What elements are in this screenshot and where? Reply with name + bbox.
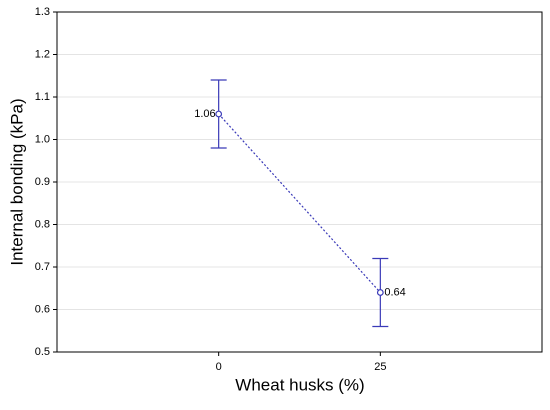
y-tick-label: 0.8 bbox=[35, 218, 50, 230]
y-tick-label: 0.7 bbox=[35, 261, 50, 273]
y-tick-label: 0.6 bbox=[35, 303, 50, 315]
point bbox=[376, 289, 384, 296]
y-tick-label: 0.5 bbox=[35, 346, 50, 358]
y-tick-label: 1.2 bbox=[35, 48, 50, 60]
point bbox=[215, 110, 223, 118]
line bbox=[218, 113, 381, 293]
x-tick-label: 25 bbox=[374, 361, 386, 373]
y-tick-label: 1.1 bbox=[35, 91, 50, 103]
y-tick-label: 1.0 bbox=[35, 133, 50, 145]
y-axis-title: Internal bonding (kPa) bbox=[7, 98, 26, 265]
y-tick-label: 1.3 bbox=[35, 6, 50, 18]
y-tick-label: 0.9 bbox=[35, 176, 50, 188]
data-label: 0.64 bbox=[384, 286, 405, 298]
data-label: 1.06 bbox=[194, 108, 215, 120]
x-axis-title: Wheat husks (%) bbox=[235, 375, 364, 394]
plot-frame bbox=[56, 11, 543, 353]
x-tick-label: 0 bbox=[216, 361, 222, 373]
